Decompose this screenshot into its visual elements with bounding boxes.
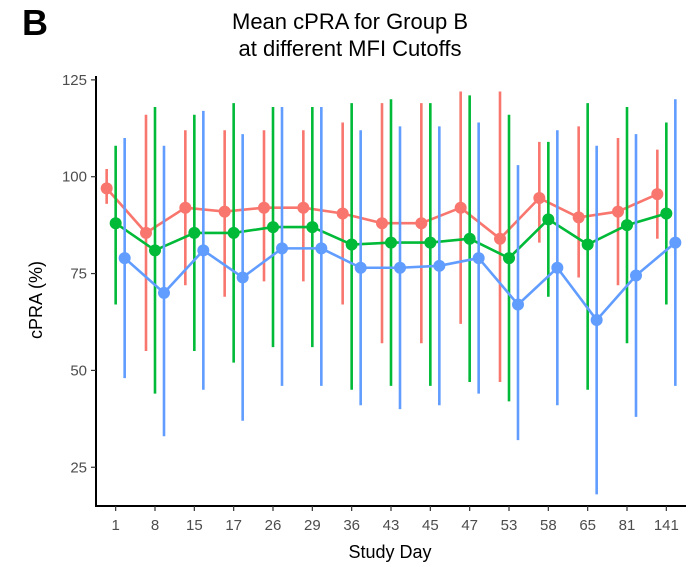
data-point — [315, 242, 328, 255]
data-point — [109, 217, 122, 230]
data-point — [227, 226, 240, 239]
y-axis: 25 50 75 100 125 — [62, 72, 97, 507]
x-tick-label: 65 — [579, 517, 596, 534]
data-point — [494, 232, 506, 245]
plot-area — [100, 91, 682, 495]
x-tick-label: 29 — [304, 517, 321, 534]
data-point — [236, 271, 249, 284]
data-point — [218, 205, 231, 218]
data-point — [651, 188, 664, 201]
data-point — [118, 252, 131, 265]
data-point — [590, 314, 603, 327]
x-tick-label: 47 — [461, 517, 478, 534]
data-point — [276, 242, 288, 255]
data-point — [424, 236, 437, 249]
x-tick-label: 1 — [111, 517, 119, 534]
panel-label: B — [22, 2, 48, 43]
data-point — [463, 232, 476, 245]
data-point — [188, 226, 201, 239]
data-point — [197, 244, 210, 257]
x-tick-label: 58 — [540, 517, 557, 534]
x-tick-label: 8 — [151, 517, 159, 534]
data-point — [660, 207, 673, 220]
chart-title-line-1: Mean cPRA for Group B — [232, 9, 468, 34]
data-point — [621, 219, 633, 232]
data-point — [512, 298, 524, 311]
x-tick-label: 53 — [501, 517, 518, 534]
data-point — [533, 192, 546, 205]
data-point — [394, 261, 406, 274]
data-point — [306, 221, 319, 234]
data-point — [179, 201, 192, 214]
data-point — [258, 201, 270, 214]
data-point — [551, 261, 564, 274]
y-tick-label: 100 — [62, 169, 87, 186]
data-point — [345, 238, 358, 251]
data-point — [149, 244, 161, 257]
data-point — [572, 211, 585, 224]
y-tick-label: 75 — [70, 266, 87, 283]
y-axis-title: cPRA (%) — [26, 261, 46, 339]
data-point — [158, 286, 170, 299]
data-point — [542, 213, 555, 226]
x-tick-label: 81 — [619, 517, 636, 534]
series-3 — [118, 99, 682, 495]
data-point — [267, 221, 279, 234]
x-axis: 1 8 15 17 26 29 36 43 45 47 53 58 65 81 141 — [95, 505, 686, 534]
y-tick-label: 50 — [70, 362, 87, 379]
data-point — [454, 201, 467, 214]
data-point — [385, 236, 397, 249]
x-tick-label: 141 — [654, 517, 679, 534]
x-tick-label: 26 — [265, 517, 282, 534]
x-tick-label: 17 — [225, 517, 242, 534]
data-point — [630, 269, 642, 282]
data-point — [433, 259, 446, 272]
chart-title: Mean cPRA for Group B at different MFI C… — [180, 8, 520, 62]
y-tick-label: 125 — [62, 72, 87, 89]
data-point — [503, 252, 515, 265]
data-point — [581, 238, 594, 251]
y-tick-label: 25 — [70, 459, 87, 476]
x-tick-label: 36 — [343, 517, 360, 534]
data-point — [415, 217, 428, 230]
data-point — [100, 182, 113, 195]
data-point — [140, 226, 152, 239]
data-point — [297, 201, 310, 214]
data-point — [472, 252, 485, 265]
x-tick-label: 45 — [422, 517, 439, 534]
data-point — [336, 207, 349, 220]
chart-title-line-2: at different MFI Cutoffs — [238, 36, 462, 61]
x-tick-label: 15 — [186, 517, 203, 534]
x-tick-label: 43 — [383, 517, 400, 534]
series-2 — [109, 95, 673, 402]
x-axis-title: Study Day — [348, 542, 431, 562]
data-point — [612, 205, 624, 218]
data-point — [669, 236, 682, 249]
series-1 — [100, 91, 664, 383]
data-point — [376, 217, 388, 230]
data-point — [354, 261, 367, 274]
